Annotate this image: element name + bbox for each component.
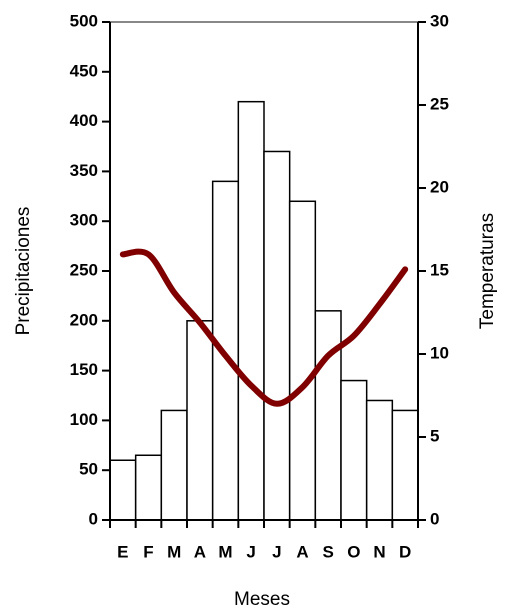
y2-tick-label: 20 <box>430 177 449 196</box>
bar <box>134 454 163 521</box>
y2-axis-title: Temperaturas <box>477 213 498 329</box>
y2-tick-label: 15 <box>430 260 449 279</box>
y-tick-label: 250 <box>70 260 98 279</box>
bar <box>211 180 240 521</box>
y-tick-label: 200 <box>70 310 98 329</box>
y2-tick-label: 5 <box>430 426 439 445</box>
x-tick-label: J <box>246 542 255 561</box>
y2-tick-label: 10 <box>430 343 449 362</box>
x-tick-label: A <box>194 542 206 561</box>
x-tick-label: M <box>218 542 232 561</box>
y-tick-label: 150 <box>70 360 98 379</box>
y-tick-label: 350 <box>70 161 98 180</box>
bar <box>340 379 368 521</box>
y2-tick-label: 25 <box>430 94 449 113</box>
y-tick-label: 400 <box>70 111 98 130</box>
x-tick-label: J <box>272 542 281 561</box>
x-tick-label: M <box>167 542 181 561</box>
y-axis-title: Precipitaciones <box>13 207 34 336</box>
bar <box>237 100 265 521</box>
bar <box>263 150 291 521</box>
bar <box>160 409 188 521</box>
y-tick-label: 300 <box>70 211 98 230</box>
bar <box>186 320 214 521</box>
x-tick-label: F <box>143 542 153 561</box>
y-tick-label: 100 <box>70 410 98 429</box>
bar <box>109 459 137 521</box>
y-tick-label: 450 <box>70 61 98 80</box>
x-axis-title: Meses <box>234 589 290 610</box>
x-tick-label: N <box>373 542 385 561</box>
bar <box>288 200 317 521</box>
x-tick-label: O <box>347 542 360 561</box>
y2-tick-label: 0 <box>430 509 439 528</box>
x-tick-label: E <box>117 542 128 561</box>
x-tick-label: D <box>399 542 411 561</box>
y2-tick-label: 30 <box>430 11 449 30</box>
bar <box>314 310 342 521</box>
x-tick-label: A <box>296 542 308 561</box>
bar <box>365 399 394 521</box>
y-tick-label: 500 <box>70 11 98 30</box>
y-tick-label: 0 <box>89 509 98 528</box>
bar <box>391 409 419 521</box>
y-tick-label: 50 <box>79 460 98 479</box>
temperature-line <box>119 248 409 407</box>
x-tick-label: S <box>322 542 333 561</box>
